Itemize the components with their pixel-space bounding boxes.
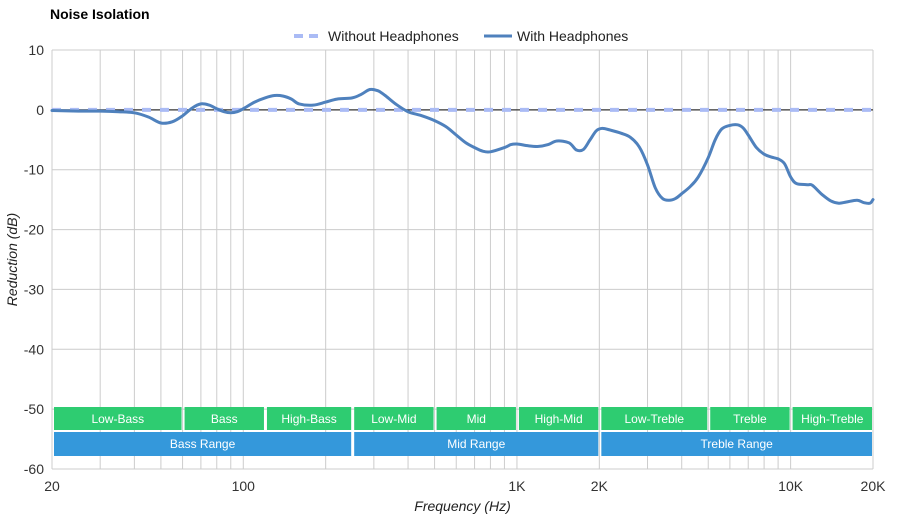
range-band [792, 407, 872, 430]
range-band [184, 407, 264, 430]
y-tick-label: -20 [24, 222, 44, 238]
range-band-label: Low-Mid [371, 412, 416, 426]
range-band-label: Mid [467, 412, 486, 426]
range-band-label: High-Mid [535, 412, 583, 426]
range-group-label: Bass Range [170, 437, 236, 451]
range-band [710, 407, 790, 430]
range-band-label: Low-Treble [624, 412, 684, 426]
x-tick-label: 10K [778, 478, 804, 494]
range-band [518, 407, 599, 430]
range-band-label: High-Bass [281, 412, 336, 426]
x-tick-label: 1K [508, 478, 526, 494]
y-tick-label: -30 [24, 281, 44, 297]
x-tick-label: 2K [591, 478, 609, 494]
range-band [436, 407, 516, 430]
y-tick-label: -60 [24, 461, 44, 477]
range-band-label: Treble [733, 412, 767, 426]
x-axis-label: Frequency (Hz) [414, 498, 510, 514]
range-band [266, 407, 352, 430]
x-tick-label: 100 [232, 478, 256, 494]
range-band-label: Bass [211, 412, 238, 426]
legend-label-with-headphones: With Headphones [517, 28, 628, 44]
chart-title: Noise Isolation [50, 6, 150, 22]
range-group [354, 432, 599, 456]
x-tick-label: 20K [861, 478, 887, 494]
range-band-label: Low-Bass [91, 412, 144, 426]
range-band-label: High-Treble [801, 412, 864, 426]
range-group [54, 432, 352, 456]
range-group [601, 432, 872, 456]
y-tick-label: 10 [28, 42, 44, 58]
range-group-label: Mid Range [447, 437, 505, 451]
x-tick-label: 20 [44, 478, 60, 494]
range-group-label: Treble Range [701, 437, 774, 451]
y-tick-label: -40 [24, 341, 44, 357]
y-axis-label: Reduction (dB) [4, 213, 20, 306]
y-tick-label: -10 [24, 162, 44, 178]
range-band [601, 407, 708, 430]
range-band [354, 407, 434, 430]
y-tick-label: -50 [24, 401, 44, 417]
legend-label-without-headphones: Without Headphones [328, 28, 459, 44]
y-tick-label: 0 [36, 102, 44, 118]
range-band [54, 407, 182, 430]
series-line-with-headphones [50, 87, 875, 205]
